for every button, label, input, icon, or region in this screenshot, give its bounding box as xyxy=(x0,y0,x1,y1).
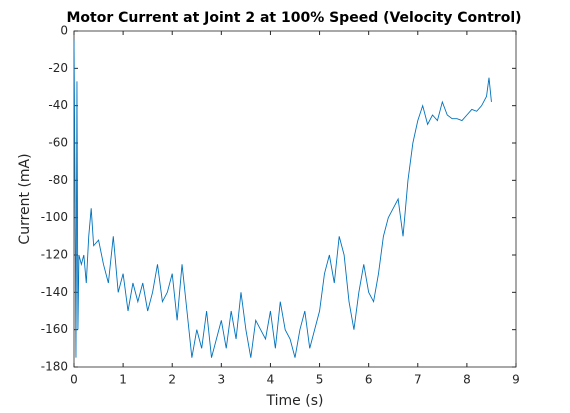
x-axis-label: Time (s) xyxy=(266,393,324,409)
x-tick-label: 0 xyxy=(70,373,78,387)
x-tick-label: 8 xyxy=(463,373,471,387)
x-tick-label: 7 xyxy=(414,373,422,387)
y-tick-label: -180 xyxy=(41,360,68,374)
y-tick-label: -80 xyxy=(48,173,68,187)
x-tick-label: 2 xyxy=(168,373,176,387)
y-tick-label: -40 xyxy=(48,98,68,112)
x-tick-label: 5 xyxy=(316,373,324,387)
chart-title: Motor Current at Joint 2 at 100% Speed (… xyxy=(66,10,521,26)
y-tick-label: -20 xyxy=(48,61,68,75)
y-tick-label: -140 xyxy=(41,285,68,299)
x-tick-label: 9 xyxy=(512,373,520,387)
data-line xyxy=(73,40,492,358)
x-tick-label: 1 xyxy=(119,373,127,387)
y-tick-label: -160 xyxy=(41,322,68,336)
y-tick-label: -100 xyxy=(41,210,68,224)
x-tick-label: 4 xyxy=(267,373,275,387)
x-tick-label: 3 xyxy=(218,373,226,387)
y-tick-label: 0 xyxy=(60,24,68,38)
y-tick-label: -120 xyxy=(41,248,68,262)
y-tick-label: -60 xyxy=(48,136,68,150)
plot-area xyxy=(73,30,517,368)
y-axis-label: Current (mA) xyxy=(17,153,33,244)
x-tick-label: 6 xyxy=(365,373,373,387)
